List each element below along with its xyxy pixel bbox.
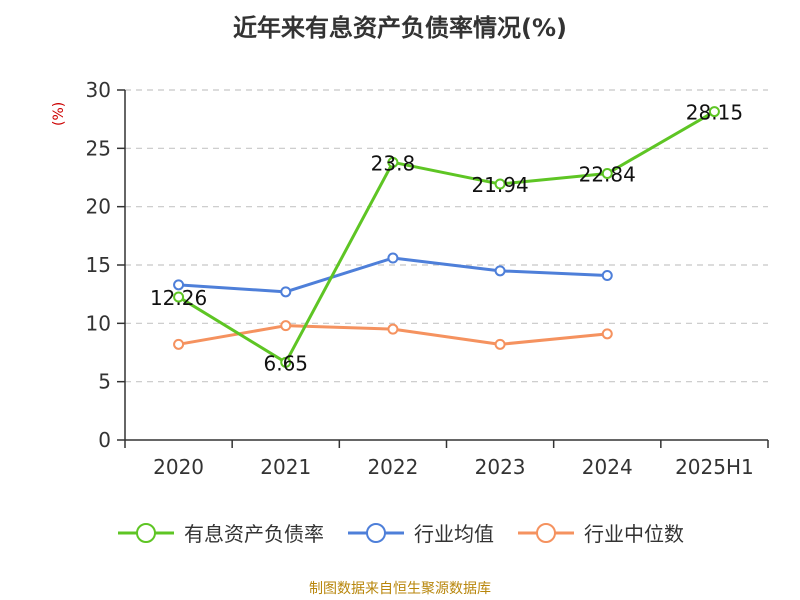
legend-label: 有息资产负债率: [184, 522, 324, 546]
data-point: [280, 286, 292, 298]
data-point: [173, 291, 185, 303]
data-point: [708, 106, 720, 118]
data-label: 23.8: [371, 151, 416, 175]
data-point: [173, 279, 185, 291]
data-point: [494, 178, 506, 190]
y-tick-label: 25: [86, 136, 111, 160]
data-point: [494, 338, 506, 350]
legend-label: 行业中位数: [584, 522, 684, 546]
data-label: 21.94: [471, 173, 528, 197]
y-tick-label: 10: [86, 311, 111, 335]
source-note: 制图数据来自恒生聚源数据库: [309, 581, 491, 597]
data-point: [173, 338, 185, 350]
legend-label: 行业均值: [414, 522, 494, 546]
legend-item[interactable]: 有息资产负债率: [116, 518, 324, 547]
data-point: [494, 265, 506, 277]
data-point: [387, 323, 399, 335]
data-label: 6.65: [263, 351, 308, 375]
data-point: [387, 156, 399, 168]
data-point: [601, 270, 613, 281]
x-tick-label: 2022: [367, 455, 418, 479]
legend-item[interactable]: 行业中位数: [516, 518, 684, 547]
y-tick-label: 20: [86, 195, 111, 219]
legend-marker-icon: [518, 522, 574, 543]
data-point: [601, 168, 613, 180]
legend-item[interactable]: 行业均值: [346, 518, 494, 547]
data-label: 28.15: [686, 101, 743, 125]
legend: 有息资产负债率 行业均值 行业中位数: [0, 518, 800, 547]
chart-title: 近年来有息资产负债率情况(%): [233, 14, 567, 42]
data-label: 22.84: [579, 163, 636, 187]
legend-marker-icon: [118, 522, 174, 543]
legend-marker-icon: [348, 522, 404, 543]
y-tick-label: 5: [98, 370, 111, 394]
y-tick-label: 0: [98, 428, 111, 452]
x-tick-label: 2021: [260, 455, 311, 479]
x-tick-label: 2020: [153, 455, 204, 479]
data-point: [387, 252, 399, 264]
data-label: 12.26: [150, 286, 207, 310]
y-tick-label: 30: [86, 78, 111, 102]
x-tick-label: 2024: [582, 455, 633, 479]
x-tick-label: 2023: [475, 455, 526, 479]
data-point: [280, 320, 292, 332]
data-point: [280, 356, 292, 368]
series-line-0: [177, 110, 716, 364]
x-tick-label: 2025H1: [675, 455, 754, 479]
data-point: [601, 328, 613, 340]
y-tick-label: 15: [86, 253, 111, 277]
